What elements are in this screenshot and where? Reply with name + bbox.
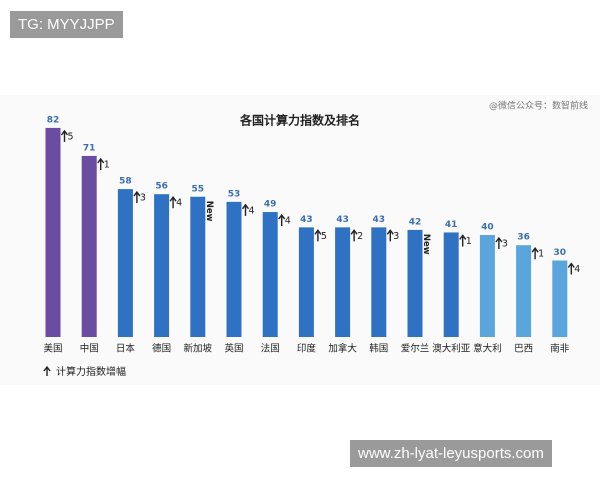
- x-tick-label: 南非: [550, 343, 570, 355]
- bar: [516, 245, 532, 337]
- bar: [479, 235, 495, 337]
- arrow-icon: [386, 229, 394, 242]
- x-tick-label: 英国: [224, 343, 243, 355]
- value-label: 36: [517, 233, 530, 243]
- value-label: 43: [336, 215, 349, 225]
- increase-label: 2: [357, 231, 363, 242]
- arrow-icon: [495, 236, 503, 249]
- increase-label: 1: [538, 249, 544, 260]
- bar: [335, 227, 351, 337]
- value-label: 43: [373, 215, 386, 225]
- arrow-icon: [531, 247, 539, 260]
- arrow-icon: [567, 262, 575, 275]
- arrow-icon: [169, 196, 177, 209]
- arrow-icon: [350, 229, 358, 242]
- increase-label: 3: [393, 231, 399, 242]
- arrow-icon: [60, 129, 69, 142]
- increase-label: 1: [104, 159, 110, 170]
- bar: [45, 127, 61, 338]
- bar: [226, 201, 242, 337]
- top-left-tag: TG: MYYJJPP: [10, 11, 123, 38]
- value-label: 43: [300, 215, 313, 225]
- value-label: 53: [228, 189, 241, 199]
- chart-title: 各国计算力指数及排名: [239, 113, 360, 128]
- x-tick-label: 意大利: [473, 343, 502, 355]
- x-tick-label: 中国: [80, 343, 99, 355]
- x-tick-label: 法国: [261, 343, 280, 355]
- arrow-icon: [97, 157, 105, 170]
- increase-label: 4: [574, 264, 580, 275]
- increase-label: 5: [68, 131, 74, 142]
- x-tick-label: 澳大利亚: [432, 343, 471, 355]
- increase-label: 5: [321, 231, 327, 242]
- bar: [443, 232, 459, 337]
- x-tick-label: 美国: [43, 343, 62, 355]
- x-tick-label: 巴西: [514, 344, 533, 355]
- arrow-icon: [278, 213, 286, 227]
- increase-label: 1: [466, 236, 472, 247]
- increase-label: 4: [249, 205, 255, 216]
- new-label: New: [421, 234, 431, 255]
- x-tick-label: 韩国: [369, 343, 388, 355]
- bar: [190, 196, 206, 337]
- bar: [81, 155, 97, 337]
- value-label: 55: [192, 184, 205, 194]
- value-label: 58: [119, 177, 132, 187]
- bottom-right-tag: www.zh-lyat-leyusports.com: [350, 440, 552, 467]
- value-label: 30: [554, 248, 567, 258]
- value-label: 42: [409, 217, 422, 227]
- value-label: 41: [445, 220, 458, 230]
- x-tick-label: 加拿大: [328, 343, 357, 355]
- value-label: 71: [83, 143, 96, 153]
- bar: [371, 227, 387, 337]
- bar: [154, 194, 170, 337]
- bar: [298, 227, 314, 337]
- arrow-icon: [459, 234, 467, 247]
- x-tick-label: 新加坡: [184, 343, 213, 355]
- bar: [117, 189, 133, 337]
- x-tick-label: 德国: [152, 343, 171, 355]
- arrow-icon: [314, 229, 322, 242]
- bar: [262, 212, 278, 337]
- increase-label: 4: [285, 216, 291, 227]
- legend-arrow: [43, 365, 51, 376]
- arrow-icon: [241, 203, 250, 216]
- x-tick-label: 印度: [297, 343, 317, 355]
- increase-label: 4: [176, 198, 182, 209]
- watermark: @微信公众号：数智前线: [489, 100, 588, 112]
- value-label: 40: [481, 223, 494, 233]
- increase-label: 3: [502, 239, 508, 250]
- increase-label: 3: [140, 193, 146, 204]
- new-label: New: [204, 201, 214, 222]
- bar: [552, 260, 568, 337]
- legend-label: 计算力指数增幅: [56, 365, 126, 378]
- x-tick-label: 日本: [116, 343, 136, 355]
- value-label: 49: [264, 200, 277, 210]
- arrow-icon: [133, 190, 141, 204]
- x-tick-label: 爱尔兰: [401, 343, 430, 355]
- bar: [407, 229, 423, 337]
- value-label: 56: [155, 182, 168, 192]
- value-label: 82: [47, 115, 60, 125]
